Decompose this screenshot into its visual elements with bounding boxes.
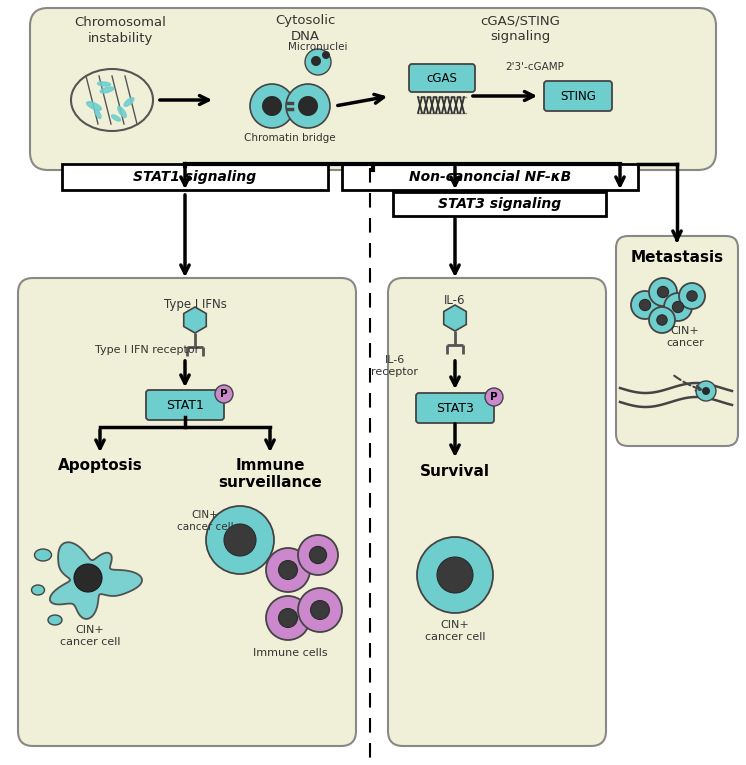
Circle shape [266,596,310,640]
FancyBboxPatch shape [616,236,738,446]
Text: STAT3: STAT3 [436,402,474,415]
Ellipse shape [100,87,114,93]
Circle shape [417,537,493,613]
Circle shape [639,299,651,311]
Circle shape [322,51,330,59]
Text: STAT1 signaling: STAT1 signaling [134,170,257,184]
Circle shape [278,561,298,579]
FancyBboxPatch shape [393,192,606,216]
FancyBboxPatch shape [342,164,638,190]
Circle shape [631,291,659,319]
Text: CIN+
cancer: CIN+ cancer [666,326,704,347]
Circle shape [696,381,716,401]
Polygon shape [444,305,466,331]
Ellipse shape [98,82,110,86]
Circle shape [311,56,321,66]
Text: Metastasis: Metastasis [630,250,724,265]
Circle shape [687,291,698,301]
Ellipse shape [31,585,45,595]
Circle shape [74,564,102,592]
Text: P: P [220,389,228,399]
Text: Immune
surveillance: Immune surveillance [218,458,322,490]
Ellipse shape [124,98,134,106]
Text: Type I IFN receptor: Type I IFN receptor [95,345,199,355]
Text: CIN+
cancer cell: CIN+ cancer cell [424,620,485,642]
Circle shape [664,293,692,321]
Ellipse shape [112,115,120,121]
Text: Survival: Survival [420,464,490,479]
Text: Micronuclei: Micronuclei [288,42,348,52]
Text: Cytosolic
DNA: Cytosolic DNA [275,14,335,43]
Text: cGAS: cGAS [427,71,457,84]
Circle shape [310,546,327,564]
Text: Immune cells: Immune cells [253,648,327,658]
Circle shape [656,315,667,325]
FancyBboxPatch shape [146,390,224,420]
Polygon shape [50,542,142,619]
Ellipse shape [118,106,126,118]
Circle shape [672,301,683,313]
Circle shape [250,84,294,128]
FancyBboxPatch shape [18,278,356,746]
Text: cGAS/STING
signaling: cGAS/STING signaling [480,14,560,43]
Circle shape [649,278,677,306]
Ellipse shape [87,102,101,110]
Text: STAT3 signaling: STAT3 signaling [438,197,561,211]
Text: IL-6
receptor: IL-6 receptor [372,355,419,376]
FancyBboxPatch shape [388,278,606,746]
Text: Type I IFNs: Type I IFNs [163,298,227,311]
Text: CIN+
cancer cell: CIN+ cancer cell [177,510,233,532]
FancyBboxPatch shape [30,8,716,170]
Text: 2'3'-cGAMP: 2'3'-cGAMP [506,62,565,72]
FancyBboxPatch shape [62,164,328,190]
Text: STING: STING [560,90,596,103]
Circle shape [278,608,298,627]
Ellipse shape [34,549,51,561]
Polygon shape [184,307,206,333]
Circle shape [679,283,705,309]
Circle shape [437,557,473,593]
Circle shape [485,388,503,406]
Text: CIN+
cancer cell: CIN+ cancer cell [60,625,120,646]
Circle shape [206,506,274,574]
Circle shape [649,307,675,333]
Text: Apoptosis: Apoptosis [57,458,142,473]
Circle shape [298,535,338,575]
Text: Chromosomal
instability: Chromosomal instability [74,16,166,45]
Circle shape [305,49,331,75]
Ellipse shape [48,615,62,625]
Circle shape [657,286,668,298]
FancyBboxPatch shape [544,81,612,111]
Circle shape [286,84,330,128]
Ellipse shape [95,109,101,119]
Circle shape [266,548,310,592]
Text: Chromatin bridge: Chromatin bridge [244,133,336,143]
Text: P: P [490,392,498,402]
Text: STAT1: STAT1 [166,399,204,412]
Text: IL-6: IL-6 [445,294,466,307]
Circle shape [262,96,282,116]
FancyBboxPatch shape [409,64,475,92]
Circle shape [298,96,318,116]
Circle shape [224,524,256,556]
FancyBboxPatch shape [416,393,494,423]
Text: Non-canoncial NF-κB: Non-canoncial NF-κB [409,170,571,184]
Circle shape [298,588,342,632]
Circle shape [215,385,233,403]
Circle shape [310,601,330,620]
Circle shape [702,387,710,395]
